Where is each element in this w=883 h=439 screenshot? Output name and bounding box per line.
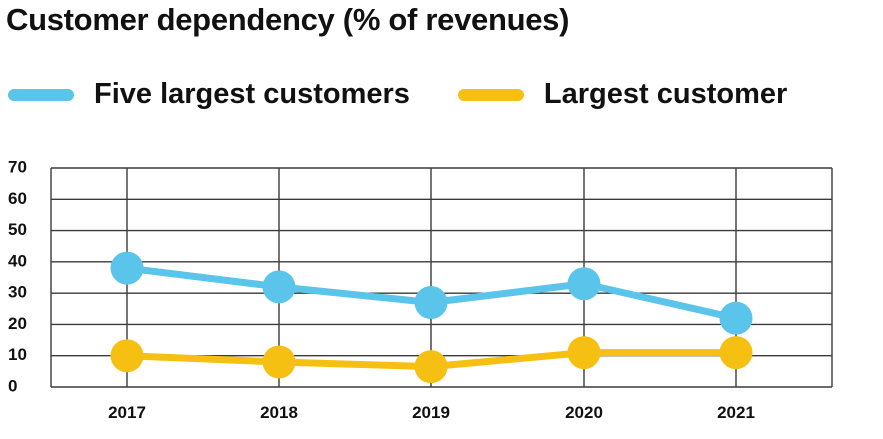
y-tick-label-70: 70 <box>8 157 27 176</box>
legend: Five largest customers Largest customer <box>8 78 835 111</box>
y-tick-label-30: 30 <box>8 283 27 302</box>
legend-item-largest: Largest customer <box>457 78 788 111</box>
data-point-largest-customer-2019 <box>414 350 448 384</box>
axis-labels: 0 10 20 30 40 50 60 70 2017 2018 2019 2020 2021 <box>8 157 755 422</box>
x-tick-label-2021: 2021 <box>717 403 755 422</box>
data-point-largest-customer-2021 <box>719 336 753 370</box>
y-tick-label-20: 20 <box>8 314 27 333</box>
data-point-five-largest-customers-2018 <box>262 270 296 304</box>
y-tick-label-40: 40 <box>8 251 27 270</box>
legend-label-largest: Largest customer <box>543 78 788 110</box>
x-tick-label-2018: 2018 <box>260 403 298 422</box>
legend-swatch-five-largest <box>8 88 74 101</box>
y-tick-label-0: 0 <box>8 376 17 395</box>
y-tick-label-10: 10 <box>8 345 27 364</box>
series-layer <box>110 251 753 384</box>
y-tick-label-60: 60 <box>8 189 27 208</box>
data-point-largest-customer-2020 <box>567 336 601 370</box>
chart-title: Customer dependency (% of revenues) <box>6 2 570 37</box>
legend-label-five-largest: Five largest customers <box>94 78 410 110</box>
legend-item-five-largest: Five largest customers <box>8 78 410 111</box>
data-point-five-largest-customers-2021 <box>719 301 753 335</box>
data-point-largest-customer-2017 <box>110 339 144 373</box>
data-point-five-largest-customers-2017 <box>110 251 144 285</box>
x-tick-label-2019: 2019 <box>412 403 450 422</box>
x-tick-label-2020: 2020 <box>565 403 603 422</box>
legend-swatch-largest <box>457 88 524 101</box>
data-point-five-largest-customers-2019 <box>414 286 448 320</box>
y-tick-label-50: 50 <box>8 220 27 239</box>
data-point-five-largest-customers-2020 <box>567 267 601 301</box>
data-point-largest-customer-2018 <box>262 345 296 379</box>
x-tick-label-2017: 2017 <box>108 403 146 422</box>
